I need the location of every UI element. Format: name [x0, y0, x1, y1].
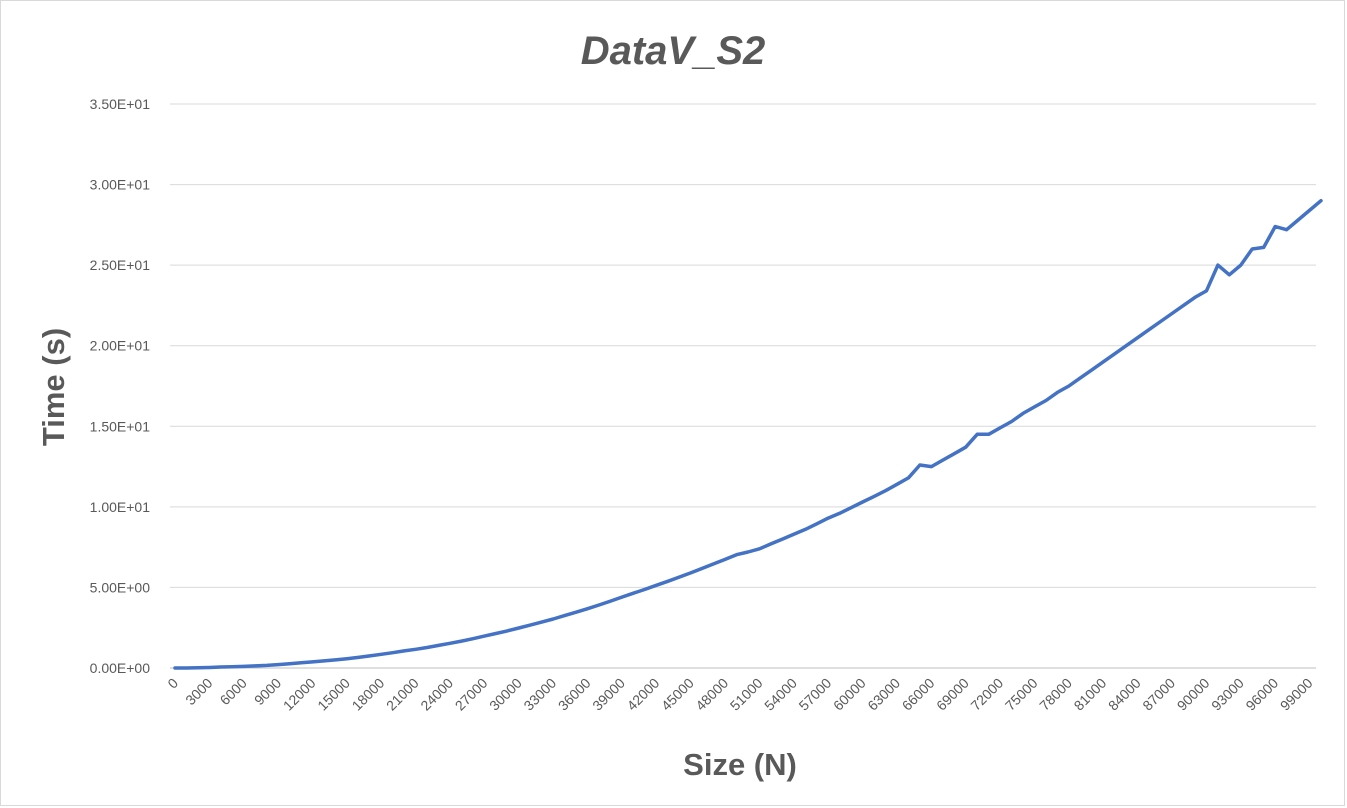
- x-tick-label: 0: [164, 675, 181, 692]
- x-tick-label: 69000: [933, 675, 972, 714]
- x-tick-label: 87000: [1139, 675, 1178, 714]
- series-line: [173, 198, 1323, 670]
- y-tick-label: 1.50E+01: [90, 418, 151, 434]
- chart-title: DataV_S2: [581, 29, 766, 73]
- y-tick-label: 3.50E+01: [90, 96, 151, 112]
- series-layer: [173, 198, 1323, 670]
- x-tick-label: 90000: [1174, 675, 1213, 714]
- x-tick-label: 75000: [1002, 675, 1041, 714]
- x-tick-label: 39000: [589, 675, 628, 714]
- x-tick-label: 66000: [899, 675, 938, 714]
- x-tick-label: 24000: [417, 675, 456, 714]
- x-tick-label: 54000: [761, 675, 800, 714]
- x-tick-label: 60000: [830, 675, 869, 714]
- x-tick-label: 81000: [1071, 675, 1110, 714]
- x-tick-label: 36000: [555, 675, 594, 714]
- y-tick-label: 5.00E+00: [90, 579, 151, 595]
- y-tick-label: 1.00E+01: [90, 499, 151, 515]
- x-tick-label: 12000: [280, 675, 319, 714]
- x-tick-label: 48000: [692, 675, 731, 714]
- y-axis-title: Time (s): [36, 328, 71, 446]
- y-tick-label: 2.50E+01: [90, 257, 151, 273]
- x-axis-title: Size (N): [683, 747, 797, 782]
- y-tick-label: 0.00E+00: [90, 660, 151, 676]
- x-tick-label: 63000: [864, 675, 903, 714]
- y-axis-ticks: 0.00E+00 5.00E+00 1.00E+01 1.50E+01 2.00E+01…: [90, 96, 151, 676]
- x-tick-label: 27000: [452, 675, 491, 714]
- y-tick-label: 2.00E+01: [90, 338, 151, 354]
- x-tick-label: 33000: [520, 675, 559, 714]
- gridlines: [170, 103, 1316, 669]
- x-tick-label: 84000: [1105, 675, 1144, 714]
- x-tick-label: 3000: [182, 675, 215, 708]
- x-tick-label: 6000: [217, 675, 250, 708]
- x-tick-label: 93000: [1208, 675, 1247, 714]
- x-tick-label: 72000: [967, 675, 1006, 714]
- x-tick-label: 30000: [486, 675, 525, 714]
- x-tick-label: 57000: [795, 675, 834, 714]
- x-tick-label: 15000: [314, 675, 353, 714]
- x-tick-label: 18000: [349, 675, 388, 714]
- x-tick-label: 21000: [383, 675, 422, 714]
- x-tick-label: 42000: [624, 675, 663, 714]
- x-tick-label: 45000: [658, 675, 697, 714]
- x-tick-label: 96000: [1242, 675, 1281, 714]
- y-tick-label: 3.00E+01: [90, 177, 151, 193]
- x-axis-ticks: 0 3000 6000 9000120001500018000210002400027…: [164, 675, 1316, 714]
- x-tick-label: 78000: [1036, 675, 1075, 714]
- x-tick-label: 51000: [727, 675, 766, 714]
- x-tick-label: 99000: [1277, 675, 1316, 714]
